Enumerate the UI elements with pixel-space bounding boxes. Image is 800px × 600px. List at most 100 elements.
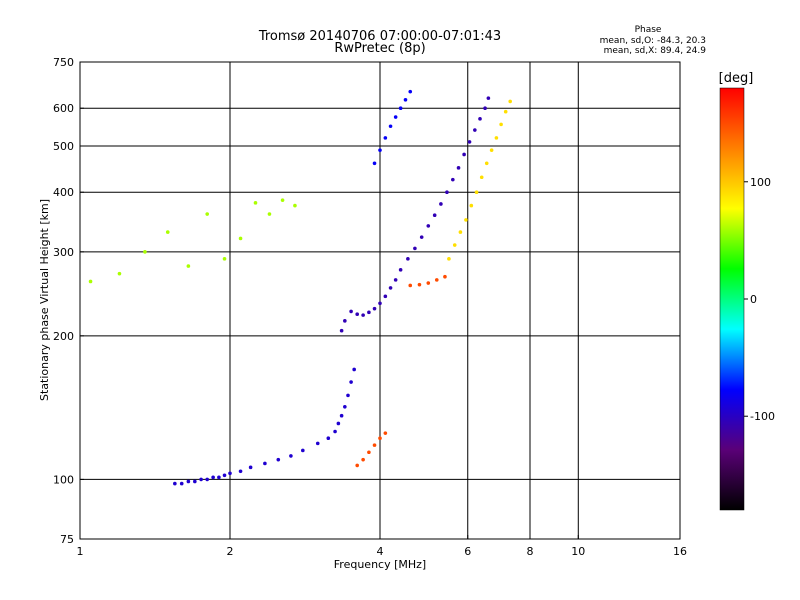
echo-point bbox=[462, 152, 466, 157]
echo-point bbox=[349, 309, 353, 314]
echo-point bbox=[205, 477, 209, 482]
echo-point bbox=[469, 203, 474, 208]
trace-series bbox=[173, 367, 356, 486]
y-tick-label: 75 bbox=[60, 533, 74, 546]
trace-series bbox=[339, 96, 491, 333]
echo-point bbox=[228, 471, 232, 476]
echo-point bbox=[339, 328, 344, 333]
echo-point bbox=[361, 313, 365, 317]
echo-point bbox=[426, 281, 431, 285]
echo-point bbox=[217, 475, 221, 480]
echo-point bbox=[432, 213, 437, 218]
echo-point bbox=[199, 477, 203, 482]
echo-point bbox=[419, 235, 424, 239]
echo-point bbox=[238, 236, 243, 241]
echo-point bbox=[165, 230, 170, 234]
x-tick-label: 10 bbox=[571, 545, 585, 558]
echo-point bbox=[378, 301, 382, 306]
echo-point bbox=[467, 140, 472, 144]
echo-point bbox=[263, 461, 267, 466]
chart-subtitle: RwPretec (8p) bbox=[334, 41, 425, 56]
echo-point bbox=[426, 224, 431, 228]
echo-point bbox=[473, 128, 477, 132]
echo-point bbox=[486, 96, 491, 100]
echo-point bbox=[352, 367, 356, 372]
echo-point bbox=[186, 479, 191, 484]
y-axis-label: Stationary phase Virtual Height [km] bbox=[38, 199, 51, 401]
echo-point bbox=[398, 268, 403, 272]
trace-series bbox=[408, 274, 447, 288]
echo-point bbox=[383, 431, 388, 435]
y-tick-label: 750 bbox=[53, 56, 74, 69]
x-axis-label: Frequency [MHz] bbox=[334, 558, 426, 571]
trace-series bbox=[372, 89, 413, 166]
echo-point bbox=[478, 117, 482, 121]
echo-point bbox=[372, 161, 377, 166]
y-tick-label: 600 bbox=[53, 102, 74, 115]
echo-point bbox=[315, 441, 320, 446]
x-tick-label: 2 bbox=[227, 545, 234, 558]
echo-point bbox=[372, 443, 377, 447]
echo-point bbox=[499, 122, 503, 127]
echo-point bbox=[451, 177, 455, 182]
echo-point bbox=[355, 312, 359, 316]
colorbar: 100 0 -100 bbox=[719, 87, 775, 511]
x-tick-label: 8 bbox=[527, 545, 534, 558]
echo-point bbox=[383, 294, 388, 299]
colorbar-tick-label: 100 bbox=[750, 176, 771, 189]
echo-point bbox=[439, 202, 443, 206]
echo-point bbox=[408, 283, 413, 288]
x-tick-label: 4 bbox=[377, 545, 384, 558]
x-tick-label: 16 bbox=[673, 545, 687, 558]
echo-point bbox=[378, 148, 382, 152]
x-tick-label: 6 bbox=[464, 545, 471, 558]
echo-point bbox=[88, 279, 93, 284]
echo-point bbox=[346, 393, 350, 398]
echo-point bbox=[489, 148, 494, 152]
y-tick-label: 300 bbox=[53, 246, 74, 259]
colorbar-tick-label: 0 bbox=[750, 293, 757, 306]
echo-point bbox=[301, 448, 305, 453]
echo-point bbox=[483, 106, 487, 111]
echo-point bbox=[253, 201, 258, 205]
y-tick-label: 200 bbox=[53, 330, 74, 343]
phase-box-o-stats: mean, sd,O: -84.3, 20.3 bbox=[600, 36, 706, 46]
echo-point bbox=[349, 380, 353, 384]
echo-point bbox=[336, 421, 341, 426]
echo-point bbox=[367, 310, 371, 315]
colorbar-label: [deg] bbox=[719, 71, 754, 86]
echo-point bbox=[413, 246, 417, 251]
echo-point bbox=[355, 463, 359, 468]
echo-point bbox=[403, 97, 408, 102]
echo-point bbox=[343, 404, 347, 409]
echo-point bbox=[378, 436, 382, 441]
phase-box-x-stats: mean, sd,X: 89.4, 24.9 bbox=[604, 46, 707, 56]
echo-point bbox=[222, 257, 227, 261]
echo-point bbox=[222, 473, 227, 478]
y-tick-label: 100 bbox=[53, 473, 74, 486]
echo-point bbox=[464, 218, 468, 222]
echo-point bbox=[339, 413, 344, 418]
echo-point bbox=[143, 250, 147, 254]
x-tick-label: 1 bbox=[77, 545, 84, 558]
colorbar-tick-label: -100 bbox=[750, 410, 775, 423]
trace-series bbox=[447, 99, 512, 261]
echo-point bbox=[193, 479, 197, 484]
trace-series bbox=[355, 431, 388, 468]
trace-series bbox=[88, 198, 297, 284]
echo-point bbox=[393, 115, 398, 119]
echo-point bbox=[443, 274, 447, 279]
echo-point bbox=[293, 203, 297, 208]
echo-point bbox=[205, 212, 209, 216]
y-tick-label: 500 bbox=[53, 140, 74, 153]
echo-point bbox=[361, 457, 365, 462]
echo-point bbox=[456, 166, 461, 170]
echo-point bbox=[173, 481, 177, 486]
echo-point bbox=[276, 457, 281, 462]
echo-point bbox=[211, 475, 215, 480]
echo-point bbox=[452, 243, 457, 247]
echo-point bbox=[267, 212, 272, 216]
echo-point bbox=[508, 99, 512, 104]
echo-point bbox=[367, 450, 371, 455]
